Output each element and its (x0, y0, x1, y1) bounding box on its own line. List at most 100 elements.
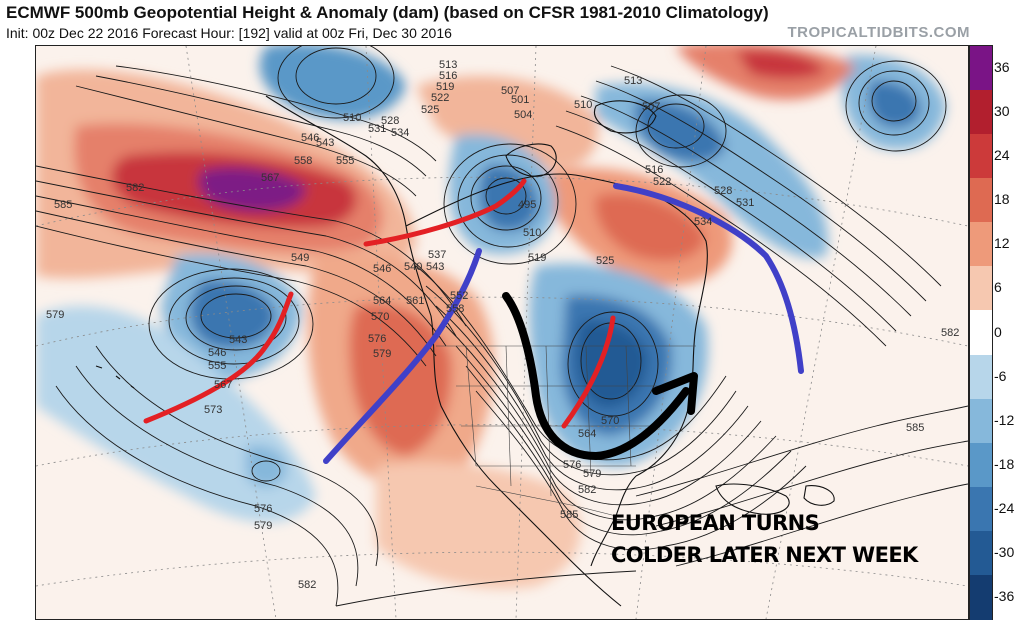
label-579: 579 (46, 309, 64, 321)
label-564b: 564 (578, 428, 596, 440)
label-510b: 510 (523, 227, 541, 239)
label-528: 528 (381, 115, 399, 127)
label-564: 564 (373, 295, 391, 307)
black-flow-arrow (502, 292, 690, 460)
label-516: 516 (439, 70, 457, 82)
colorbar-label: 12 (994, 235, 1010, 252)
label-558: 558 (294, 155, 312, 167)
label-549: 549 (291, 252, 309, 264)
colorbar-label: 18 (994, 191, 1010, 208)
label-543b: 543 (229, 334, 247, 346)
annotation-line-2: COLDER LATER NEXT WEEK (611, 543, 918, 567)
header: ECMWF 500mb Geopotential Height & Anomal… (0, 0, 1024, 44)
label-519b: 519 (528, 252, 546, 264)
label-546: 546 (301, 132, 319, 144)
label-579d: 579 (583, 468, 601, 480)
label-513: 513 (439, 59, 457, 71)
colorbar-label: -6 (994, 367, 1007, 384)
label-579c: 579 (373, 348, 391, 360)
label-579b: 579 (254, 520, 272, 532)
chart-title: ECMWF 500mb Geopotential Height & Anomal… (6, 3, 769, 22)
colorbar-label: 6 (994, 279, 1002, 296)
label-555: 555 (336, 155, 354, 167)
blue-ridge-axis-west (323, 248, 482, 464)
label-582d: 582 (578, 484, 596, 496)
label-582c: 582 (941, 327, 959, 339)
label-510: 510 (343, 112, 361, 124)
label-570b: 570 (601, 415, 619, 427)
colorbar-segment (970, 222, 992, 268)
label-513b: 513 (624, 75, 642, 87)
label-546c: 546 (373, 263, 391, 275)
red-trough-axis-pacific (143, 291, 294, 424)
blue-ridge-axis-atlantic (613, 183, 804, 374)
label-522b: 522 (653, 176, 671, 188)
label-519: 519 (436, 81, 454, 93)
label-534b: 534 (694, 216, 712, 228)
colorbar-segment (970, 442, 992, 488)
label-582: 582 (126, 182, 144, 194)
drawn-arrows (143, 178, 804, 464)
colorbar-label: 24 (994, 147, 1010, 164)
colorbar-segment (970, 46, 992, 92)
label-558b: 558 (446, 303, 464, 315)
label-567b: 567 (214, 379, 232, 391)
label-516b: 516 (645, 164, 663, 176)
colorbar-segment (970, 530, 992, 576)
label-570: 570 (371, 311, 389, 323)
label-501: 501 (511, 94, 529, 106)
colorbar-segment (970, 574, 992, 620)
label-540: 540 (404, 261, 422, 273)
map-panel: 582 585 549 546 567 558 555 531 528 534 … (35, 45, 969, 620)
label-585c: 585 (560, 509, 578, 521)
label-507: 507 (501, 85, 519, 97)
colorbar-segment (970, 90, 992, 136)
colorbar-segment (970, 398, 992, 444)
colorbar-label: 36 (994, 59, 1010, 76)
red-trough-axis-canada (363, 178, 527, 247)
source-credit: TROPICALTIDBITS.COM (787, 24, 970, 41)
label-567: 567 (261, 172, 279, 184)
colorbar-label: 30 (994, 103, 1010, 120)
geopotential-height-contours (36, 46, 968, 607)
label-585: 585 (54, 199, 72, 211)
label-561: 561 (406, 295, 424, 307)
label-576b: 576 (368, 333, 386, 345)
chart-subtitle: Init: 00z Dec 22 2016 Forecast Hour: [19… (6, 25, 452, 41)
colorbar-segment (970, 354, 992, 400)
colorbar-label: -36 (994, 587, 1015, 604)
colorbar-label: -24 (994, 499, 1015, 516)
black-arrow-head (652, 372, 698, 415)
label-585b: 585 (906, 422, 924, 434)
label-552: 552 (450, 290, 468, 302)
colorbar-label: -18 (994, 455, 1015, 472)
label-528b: 528 (714, 185, 732, 197)
colorbar-label: 0 (994, 323, 1002, 340)
label-510c: 510 (574, 99, 592, 111)
label-525: 525 (421, 104, 439, 116)
label-582b: 582 (298, 579, 316, 591)
lat-lon-grid (36, 46, 968, 619)
label-537: 537 (428, 249, 446, 261)
annotation-line-1: EUROPEAN TURNS (611, 511, 820, 535)
label-504: 504 (514, 109, 532, 121)
colorbar-label: -12 (994, 411, 1015, 428)
colorbar-label: -30 (994, 543, 1015, 560)
label-525b: 525 (596, 255, 614, 267)
state-borders (436, 345, 696, 517)
anomaly-colorbar (969, 45, 993, 620)
label-507b: 507 (642, 101, 660, 113)
label-543c: 543 (426, 261, 444, 273)
colorbar-segment (970, 134, 992, 180)
label-576: 576 (254, 503, 272, 515)
label-546b: 546 (208, 347, 226, 359)
label-555b: 555 (208, 360, 226, 372)
colorbar-segment (970, 178, 992, 224)
label-522: 522 (431, 92, 449, 104)
label-531: 531 (368, 123, 386, 135)
contour-labels: 582 585 549 546 567 558 555 531 528 534 … (46, 59, 959, 591)
weather-map: 582 585 549 546 567 558 555 531 528 534 … (36, 46, 968, 619)
label-573: 573 (204, 404, 222, 416)
label-576c: 576 (563, 459, 581, 471)
label-531b: 531 (736, 197, 754, 209)
